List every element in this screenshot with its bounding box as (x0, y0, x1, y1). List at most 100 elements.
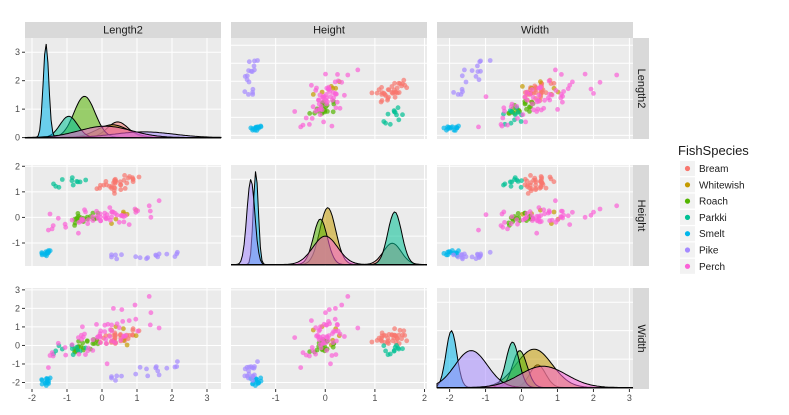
point-perch (545, 95, 551, 101)
point-pike (119, 252, 124, 258)
point-parkki (70, 352, 76, 358)
point-perch (321, 321, 327, 327)
point-perch (316, 101, 322, 107)
point-smelt (252, 127, 258, 133)
point-pike (469, 68, 475, 73)
point-bream (383, 333, 388, 338)
point-perch (46, 227, 51, 233)
legend-item-whitewish: Whitewish (680, 177, 745, 193)
point-pike (251, 63, 257, 69)
point-perch (337, 331, 343, 337)
point-perch (135, 208, 141, 214)
panel-height-width (437, 165, 633, 266)
point-pike (459, 252, 465, 258)
point-roach (90, 341, 96, 346)
point-perch (334, 99, 340, 105)
point-parkki (507, 108, 513, 113)
point-perch (46, 365, 51, 370)
legend-swatch (684, 231, 691, 237)
point-bream (382, 92, 388, 97)
point-perch (570, 79, 575, 85)
point-pike (246, 92, 251, 97)
point-perch (107, 205, 113, 211)
point-perch (97, 331, 103, 336)
point-roach (90, 210, 96, 216)
point-parkki (508, 183, 514, 189)
point-perch (80, 334, 86, 340)
point-pike (250, 86, 256, 92)
point-perch (541, 105, 547, 111)
point-perch (85, 221, 91, 227)
point-perch (326, 307, 332, 312)
point-roach (527, 104, 532, 110)
strip-right-length2 (633, 38, 649, 139)
point-bream (130, 176, 136, 182)
point-pike (164, 365, 170, 371)
point-pike (246, 68, 252, 73)
point-parkki (400, 346, 405, 352)
point-perch (529, 87, 535, 92)
strip-top-width (437, 22, 633, 38)
point-pike (475, 69, 481, 74)
point-pike (463, 254, 469, 260)
point-pike (459, 86, 465, 92)
point-bream (528, 180, 534, 186)
point-roach (527, 109, 532, 114)
point-perch (292, 335, 298, 340)
point-pike (462, 67, 467, 73)
point-perch (298, 365, 304, 370)
legend-label: Pike (699, 246, 719, 257)
point-perch (534, 230, 540, 236)
point-pike (109, 252, 114, 258)
point-pike (242, 89, 248, 95)
point-perch (547, 218, 553, 224)
point-perch (94, 208, 99, 214)
point-bream (529, 186, 534, 192)
point-perch (309, 318, 314, 323)
point-smelt (445, 249, 450, 255)
point-perch (530, 218, 535, 223)
point-bream (101, 182, 106, 188)
point-pike (164, 251, 170, 257)
point-smelt (39, 381, 45, 387)
point-perch (342, 334, 347, 339)
point-roach (522, 101, 528, 107)
point-perch (334, 338, 339, 344)
point-bream (379, 98, 385, 103)
point-perch (310, 348, 316, 354)
point-roach (307, 111, 313, 116)
point-perch (148, 214, 154, 220)
point-perch (333, 91, 338, 97)
point-parkki (383, 120, 388, 126)
point-pike (109, 374, 114, 379)
point-pike (487, 249, 493, 255)
point-perch (324, 348, 329, 353)
point-perch (109, 338, 115, 344)
point-perch (561, 89, 566, 94)
point-perch (76, 230, 81, 236)
panel-width-width: -2 -1 0 1 2 3 (436, 288, 633, 403)
point-perch (527, 209, 533, 215)
point-pike (137, 364, 143, 370)
point-pike (459, 73, 465, 79)
point-perch (300, 122, 306, 128)
point-pike (153, 365, 159, 371)
point-parkki (391, 108, 397, 113)
point-perch (63, 352, 69, 358)
point-perch (111, 306, 116, 311)
legend-label: Roach (699, 197, 728, 208)
legend-item-smelt: Smelt (680, 226, 725, 242)
point-pike (174, 364, 180, 369)
point-perch (342, 92, 347, 98)
point-perch (535, 217, 541, 223)
point-parkki (519, 178, 524, 184)
point-perch (582, 214, 588, 220)
point-bream (397, 327, 403, 333)
point-perch (146, 294, 152, 299)
y-tick-label: 0 (15, 340, 20, 350)
point-perch (483, 212, 489, 218)
point-pike (114, 256, 120, 262)
legend-swatch (684, 214, 691, 220)
point-whitewish (520, 84, 525, 89)
point-bream (396, 332, 402, 338)
